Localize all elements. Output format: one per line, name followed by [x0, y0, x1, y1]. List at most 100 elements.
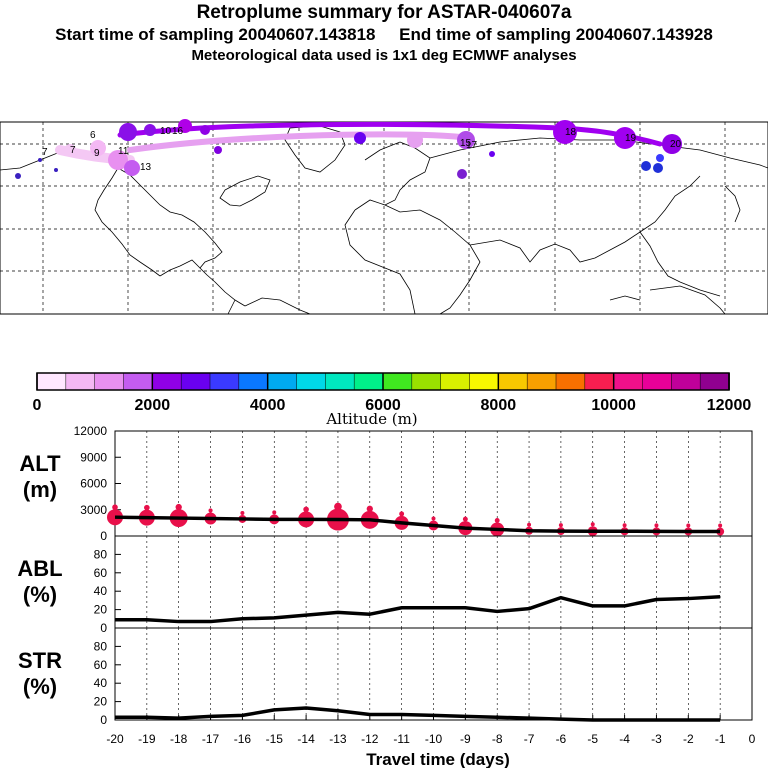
colorbar-tick-label: 12000: [707, 397, 752, 414]
series-line-abl: [115, 594, 721, 624]
colorbar-cell: [180, 372, 211, 391]
altitude-marker-spread: [622, 523, 627, 528]
altitude-marker-spread: [144, 504, 150, 511]
colorbar-label: Altitude (m): [325, 410, 417, 428]
altitude-marker-spread: [558, 523, 563, 528]
colorbar-cell: [498, 372, 528, 391]
altitude-marker-spread: [303, 506, 309, 513]
altitude-colorbar: 0 2000 4000 6000 8000 10000 12000 Altitude (m): [33, 372, 752, 428]
colorbar-cell: [469, 372, 500, 391]
trajectory-map: 6 7 7 9 10 11 13 15 16 17 18 19 20: [0, 119, 768, 315]
colorbar-cell: [238, 372, 269, 391]
colorbar-tick-label: 4000: [250, 397, 286, 414]
x-tick-label: -13: [329, 732, 347, 746]
x-tick-label: -3: [651, 732, 662, 746]
x-tick-label: -1: [715, 732, 726, 746]
colorbar-tick-label: 10000: [591, 397, 636, 414]
panel-ylabel-line: ALT: [19, 451, 61, 476]
altitude-marker-spread: [686, 523, 691, 528]
x-tick-label: -9: [460, 732, 471, 746]
colorbar-tick-label: 6000: [365, 397, 401, 414]
colorbar-cell: [152, 372, 182, 391]
map-day-label: 19: [625, 133, 637, 144]
colorbar-cell: [123, 372, 154, 391]
x-tick-label: -8: [492, 732, 503, 746]
colorbar-cell: [94, 372, 125, 391]
x-tick-label: -16: [234, 732, 252, 746]
panel-ylabel-line: (m): [23, 477, 57, 502]
altitude-marker-spread: [399, 511, 405, 517]
map-day-label: 10: [160, 126, 172, 137]
altitude-marker-spread: [462, 516, 468, 522]
x-tick-label: 0: [749, 732, 756, 746]
altitude-marker-spread: [112, 504, 118, 510]
altitude-marker-spread: [272, 510, 277, 515]
altitude-marker-spread: [334, 502, 342, 511]
x-tick-label: -10: [425, 732, 443, 746]
colorbar-cell: [526, 372, 557, 391]
y-tick-label: 0: [100, 621, 107, 635]
altitude-marker-spread: [718, 523, 723, 528]
panel-ylabel-line: ABL: [17, 556, 62, 581]
y-tick-label: 40: [94, 676, 108, 690]
chart-title: Retroplume summary for ASTAR-040607a: [196, 2, 572, 23]
x-tick-label: -15: [266, 732, 284, 746]
map-day-label: 9: [94, 148, 100, 159]
colorbar-cell: [613, 372, 644, 391]
panel-ylabel: ALT (m): [19, 451, 61, 502]
map-day-label: 18: [565, 127, 577, 138]
x-tick-label: -5: [587, 732, 598, 746]
map-day-label: 20: [670, 139, 682, 150]
panel-alt: 0 3000 6000 9000 12000 ALT (m): [19, 424, 753, 543]
y-tick-label: 60: [94, 658, 108, 672]
altitude-marker-spread: [240, 510, 245, 515]
sampling-times: Start time of sampling 20040607.143818 E…: [55, 25, 713, 44]
series-line-alt: [114, 515, 721, 534]
series-line-str: [115, 706, 721, 722]
y-tick-label: 40: [94, 584, 108, 598]
map-day-label: 11: [118, 146, 129, 157]
colorbar-cell: [699, 372, 730, 391]
x-tick-label: -2: [683, 732, 694, 746]
x-tick-label: -7: [524, 732, 535, 746]
colorbar-cell: [382, 372, 413, 391]
panel-ylabel: STR (%): [18, 648, 62, 699]
colorbar-cell: [209, 372, 240, 391]
altitude-marker-spread: [208, 508, 213, 513]
y-tick-label: 0: [100, 529, 107, 543]
y-tick-label: 80: [94, 639, 108, 653]
colorbar-cell: [411, 372, 442, 391]
colorbar-tick-label: 8000: [481, 397, 517, 414]
colorbar-cell: [325, 372, 355, 391]
y-tick-label: 60: [94, 566, 108, 580]
y-tick-label: 3000: [80, 503, 107, 517]
y-tick-label: 0: [100, 713, 107, 727]
y-tick-label: 20: [94, 603, 108, 617]
altitude-marker-spread: [590, 522, 595, 527]
altitude-marker-spread: [654, 523, 659, 528]
colorbar-cell: [584, 372, 615, 391]
colorbar-cell: [296, 372, 327, 391]
map-day-label: 16: [172, 126, 184, 137]
colorbar-cell: [65, 372, 96, 391]
colorbar-tick-label: 2000: [135, 397, 171, 414]
map-gridlines: [0, 122, 768, 314]
map-day-label: 6: [90, 130, 96, 141]
altitude-marker-spread: [527, 522, 532, 527]
map-day-labels: 6 7 7 9 10 11 13 15 16 17 18 19 20: [42, 126, 682, 173]
y-tick-label: 80: [94, 547, 108, 561]
colorbar-cell: [555, 372, 586, 391]
colorbar-cell: [36, 372, 67, 391]
map-day-label: 15: [460, 138, 472, 149]
colorbar-cell: [671, 372, 701, 391]
colorbar-tick-label: 0: [33, 397, 42, 414]
x-tick-label: -14: [297, 732, 315, 746]
x-tick-label: -11: [393, 732, 410, 746]
x-axis-label: Travel time (days): [366, 750, 510, 768]
x-tick-label: -20: [106, 732, 124, 746]
colorbar-cell: [267, 372, 298, 391]
x-tick-label: -17: [202, 732, 220, 746]
panel-abl: 0 20 40 60 80 ABL (%): [17, 535, 753, 635]
y-tick-label: 9000: [80, 450, 107, 464]
